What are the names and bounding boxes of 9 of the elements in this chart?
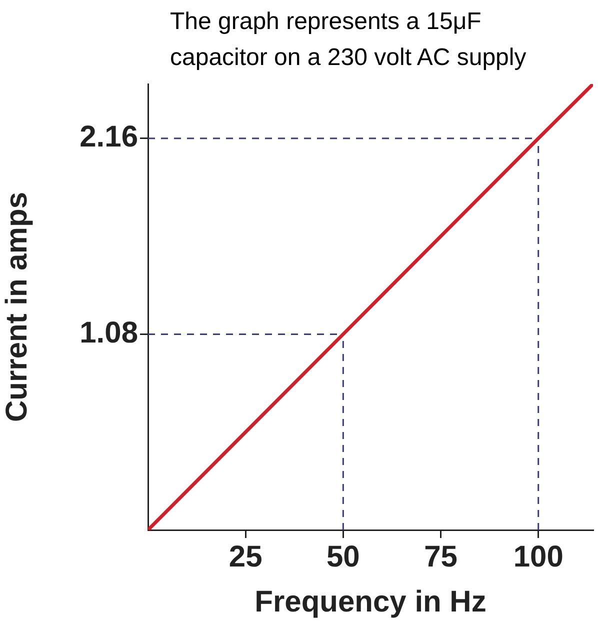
x-axis-title: Frequency in Hz bbox=[254, 585, 486, 618]
x-tick-label: 75 bbox=[424, 540, 458, 574]
x-tick-label: 25 bbox=[228, 540, 262, 574]
y-tick-label: 2.16 bbox=[80, 120, 138, 154]
y-axis-title: Current in amps bbox=[0, 192, 34, 422]
x-tick-label: 50 bbox=[326, 540, 360, 574]
y-tick-label: 1.08 bbox=[80, 316, 138, 350]
x-tick-label: 100 bbox=[513, 540, 564, 574]
chart-title: The graph represents a 15μF capacitor on a 230 volt AC supply bbox=[170, 7, 528, 73]
